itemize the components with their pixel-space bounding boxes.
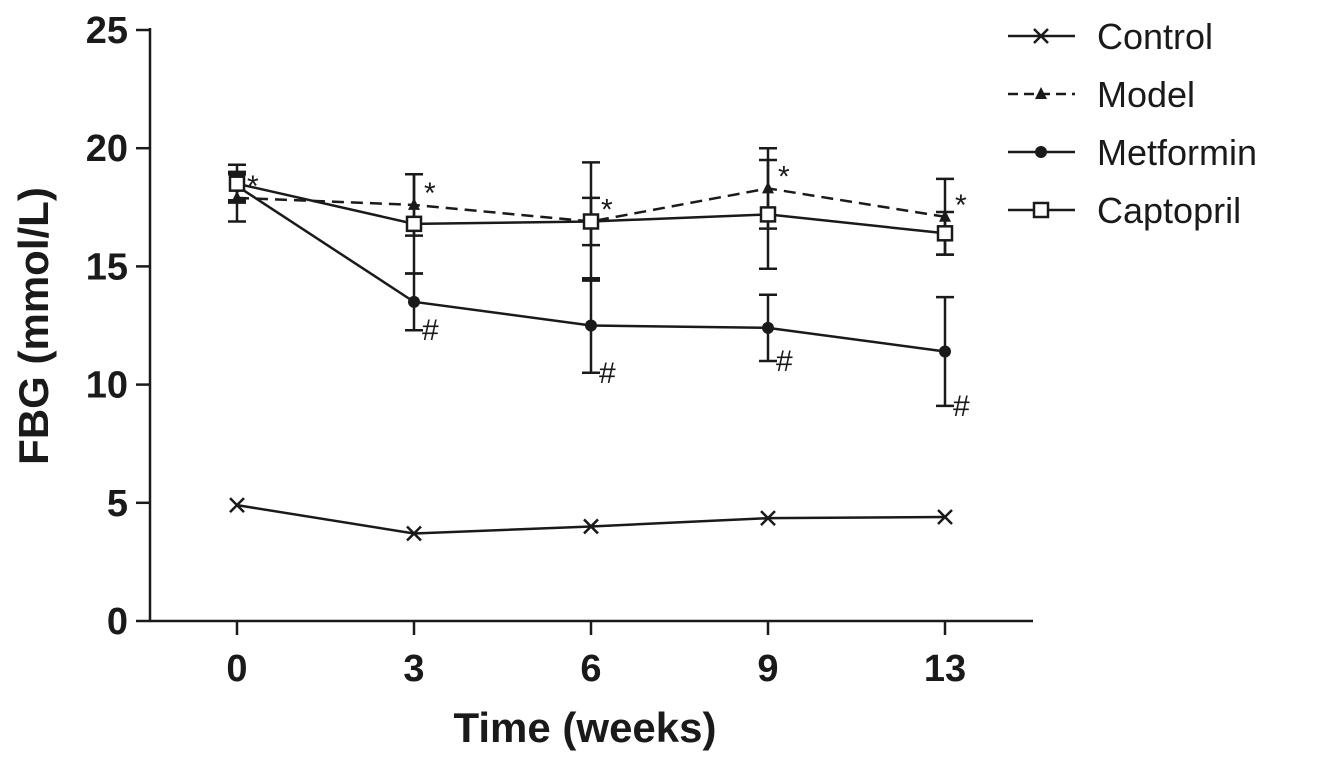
legend-marker — [1033, 28, 1049, 44]
legend-item-model: Model — [1008, 74, 1195, 115]
y-tick-label: 20 — [86, 128, 128, 170]
y-tick-label: 0 — [107, 601, 128, 643]
x-tick-label: 13 — [924, 648, 966, 690]
legend-marker — [1035, 87, 1047, 99]
legend-marker — [1035, 146, 1047, 158]
legend-label: Control — [1097, 16, 1213, 57]
data-point — [406, 525, 422, 542]
data-point — [585, 319, 597, 332]
data-point — [936, 225, 954, 242]
x-tick-label: 9 — [757, 648, 778, 690]
significance-hash: # — [599, 357, 616, 390]
legend-label: Model — [1097, 74, 1195, 115]
x-tick-label: 6 — [580, 648, 601, 690]
legend-marker — [1032, 201, 1050, 219]
legend-item-control: Control — [1008, 16, 1213, 57]
data-point — [408, 295, 420, 308]
significance-hash: # — [422, 314, 439, 347]
legend-label: Captopril — [1097, 190, 1241, 231]
data-point — [229, 497, 245, 514]
x-axis-label: Time (weeks) — [453, 704, 716, 751]
x-tick-label: 3 — [403, 648, 424, 690]
series-line — [236, 187, 946, 223]
y-tick-label: 10 — [86, 365, 128, 407]
data-point — [937, 509, 953, 525]
significance-star: * — [424, 177, 436, 210]
significance-hash: # — [953, 390, 970, 423]
significance-star: * — [778, 160, 790, 193]
legend-item-metformin: Metformin — [1008, 132, 1257, 173]
legend-label: Metformin — [1097, 132, 1257, 173]
x-tick-label: 0 — [226, 648, 247, 690]
y-tick-label: 5 — [107, 483, 128, 525]
significance-star: * — [955, 189, 967, 222]
significance-hash: # — [776, 345, 793, 378]
data-point — [583, 518, 599, 535]
series-control — [229, 497, 953, 542]
data-point — [405, 215, 423, 233]
series-captopril — [228, 158, 954, 275]
axes: 0 5 10 15 20 25 0 3 6 9 13 — [86, 10, 1033, 690]
legend-item-captopril: Captopril — [1008, 190, 1241, 231]
data-point — [762, 321, 774, 334]
plot-area: * ****## ## — [228, 146, 970, 542]
y-tick-label: 25 — [86, 10, 128, 52]
y-axis-label: FBG (mmol/L) — [10, 187, 57, 465]
data-point — [228, 175, 246, 192]
data-point — [939, 345, 951, 358]
significance-star: * — [601, 193, 613, 226]
data-point — [760, 510, 776, 527]
series-line — [236, 503, 946, 535]
legend: Control Model Metformin Captopril — [1008, 16, 1257, 231]
data-point — [759, 206, 777, 223]
data-point — [582, 213, 600, 230]
series-metformin: # # # # — [228, 170, 970, 423]
y-tick-label: 15 — [86, 246, 128, 288]
